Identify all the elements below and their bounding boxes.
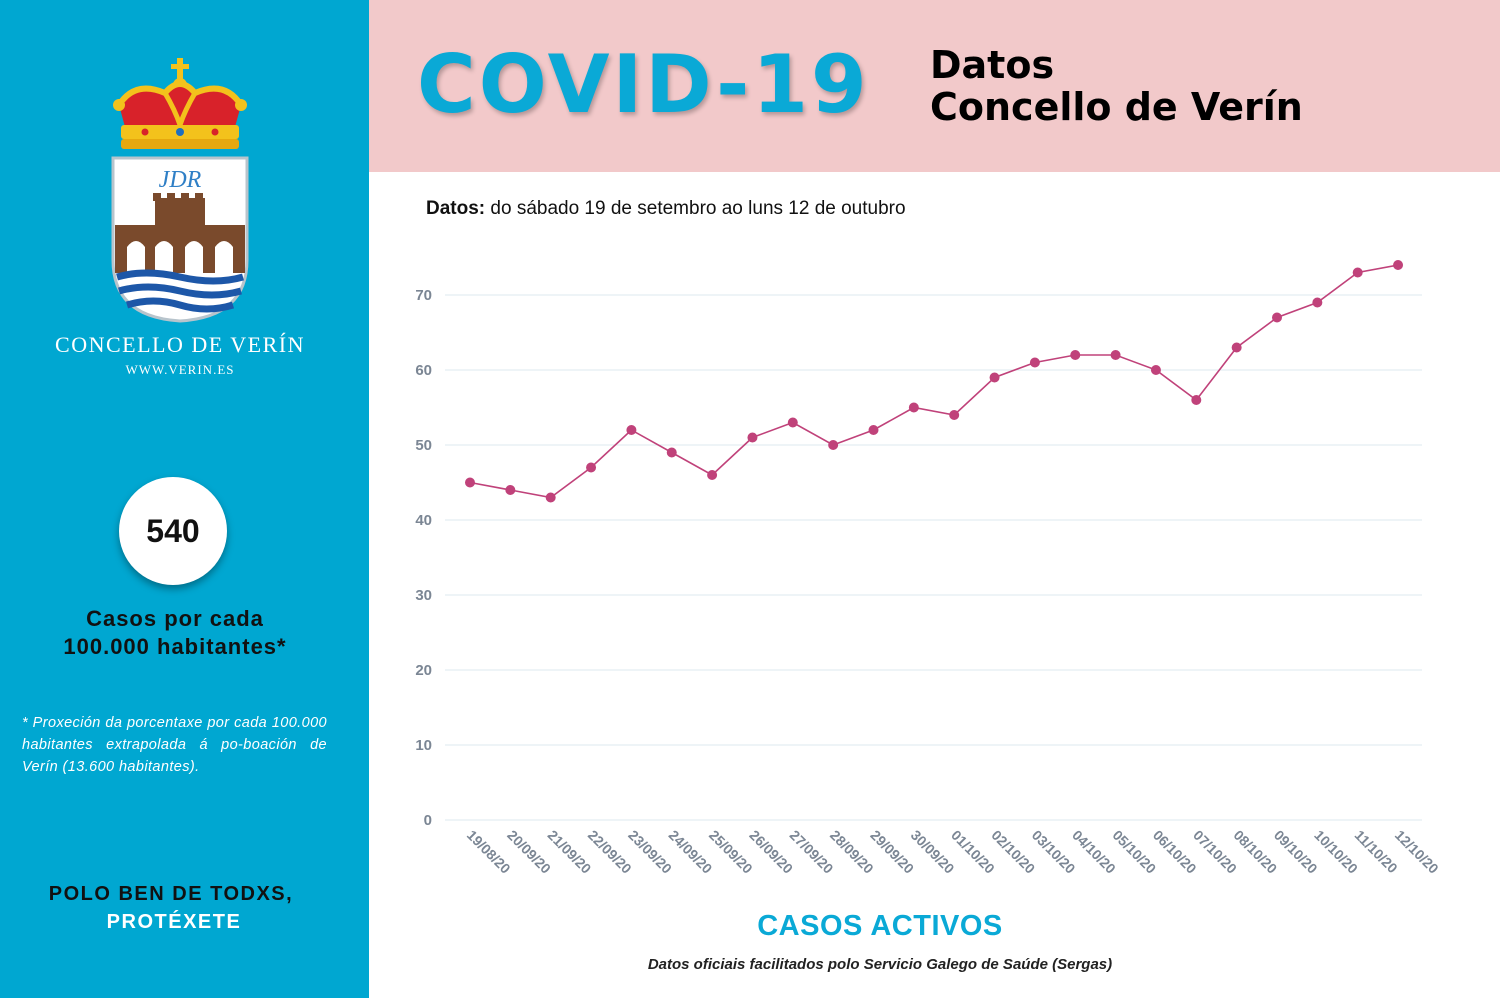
active-cases-line-chart: 01020304050607019/08/2020/09/2021/09/202… — [415, 260, 1442, 877]
x-tick-label: 06/10/20 — [1150, 827, 1200, 877]
header-subtitle-line1: Datos — [930, 43, 1055, 87]
data-point — [505, 485, 516, 495]
period-caption: Datos: do sábado 19 de setembro ao luns … — [426, 198, 906, 220]
x-tick-label: 29/09/20 — [867, 827, 917, 877]
x-tick-label: 22/09/20 — [585, 827, 635, 877]
y-tick-label: 0 — [424, 812, 432, 829]
concello-name: CONCELLO DE VERÍN — [55, 332, 305, 357]
data-point — [747, 432, 758, 443]
x-tick-label: 19/08/20 — [464, 827, 514, 877]
data-point — [707, 470, 718, 480]
x-tick-label: 28/09/20 — [827, 827, 877, 877]
y-tick-label: 20 — [415, 662, 432, 679]
slogan-line1: POLO BEN DE TODXS, — [48, 883, 294, 905]
x-tick-label: 24/09/20 — [666, 827, 716, 877]
data-point — [908, 402, 919, 413]
x-tick-label: 30/09/20 — [908, 827, 958, 877]
x-tick-label: 05/10/20 — [1109, 827, 1159, 877]
data-point — [989, 372, 1000, 383]
data-point — [1150, 365, 1161, 375]
x-tick-label: 21/09/20 — [545, 827, 595, 877]
y-tick-label: 30 — [415, 587, 432, 604]
data-point — [1070, 350, 1081, 360]
x-tick-label: 20/09/20 — [504, 827, 554, 877]
data-point — [1110, 350, 1121, 360]
footnote: * Proxeción da porcentaxe por cada 100.0… — [22, 715, 327, 775]
chart-source: Datos oficiais facilitados polo Servicio… — [647, 956, 1113, 973]
main-title: COVID-19 — [417, 38, 870, 131]
data-point — [626, 425, 637, 435]
x-tick-label: 03/10/20 — [1029, 827, 1079, 877]
x-tick-label: 27/09/20 — [787, 827, 837, 877]
x-tick-label: 08/10/20 — [1231, 827, 1281, 877]
chart-title: CASOS ACTIVOS — [757, 910, 1003, 942]
x-tick-label: 25/09/20 — [706, 827, 756, 877]
period-label: Datos: — [426, 198, 486, 219]
x-tick-label: 26/09/20 — [746, 827, 796, 877]
x-tick-label: 10/10/20 — [1311, 827, 1361, 877]
slogan-line2: PROTÉXETE — [106, 911, 242, 933]
x-tick-label: 12/10/20 — [1392, 827, 1442, 877]
data-point — [545, 492, 556, 503]
x-tick-label: 07/10/20 — [1190, 827, 1240, 877]
data-point — [949, 410, 960, 420]
series-line — [469, 264, 1399, 499]
x-tick-label: 09/10/20 — [1271, 827, 1321, 877]
data-point — [1312, 297, 1323, 308]
y-tick-label: 50 — [415, 437, 432, 454]
concello-website: WWW.VERIN.ES — [125, 362, 235, 377]
x-tick-label: 02/10/20 — [988, 827, 1038, 877]
x-tick-label: 01/10/20 — [948, 827, 998, 877]
x-tick-label: 04/10/20 — [1069, 827, 1119, 877]
cases-value-badge: 540 — [119, 477, 227, 585]
data-point — [1029, 357, 1040, 368]
data-point — [787, 417, 798, 428]
concello-crest-logo: JDR — [111, 58, 249, 323]
data-point — [828, 440, 839, 450]
data-point — [1352, 267, 1363, 278]
y-tick-label: 60 — [415, 362, 432, 379]
sidebar: JDR CONCELLO DE VERÍN WWW.VERIN.ES 540 C… — [0, 0, 369, 998]
data-point — [1191, 395, 1202, 405]
cases-label: Casos por cada 100.000 habitantes* — [63, 606, 287, 659]
header-subtitle-line2: Concello de Verín — [930, 85, 1303, 129]
y-tick-label: 70 — [415, 287, 432, 304]
data-point — [1231, 342, 1242, 353]
y-tick-label: 10 — [415, 737, 432, 754]
period-text: do sábado 19 de setembro ao luns 12 de o… — [490, 198, 906, 219]
data-point — [465, 477, 475, 488]
data-point — [1393, 260, 1404, 270]
data-point — [1272, 312, 1282, 323]
y-tick-label: 40 — [415, 512, 432, 529]
data-point — [586, 462, 597, 473]
data-point — [666, 447, 677, 458]
svg-text:JDR: JDR — [159, 167, 202, 193]
data-point — [868, 425, 879, 435]
header-banner: COVID-19 Datos Concello de Verín — [369, 0, 1500, 172]
x-tick-label: 23/09/20 — [625, 827, 675, 877]
x-tick-label: 11/10/20 — [1352, 827, 1401, 876]
